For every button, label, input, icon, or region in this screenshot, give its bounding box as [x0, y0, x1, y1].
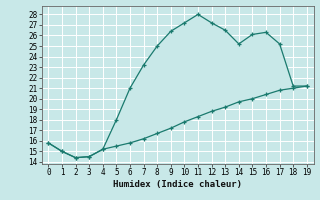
- X-axis label: Humidex (Indice chaleur): Humidex (Indice chaleur): [113, 180, 242, 189]
